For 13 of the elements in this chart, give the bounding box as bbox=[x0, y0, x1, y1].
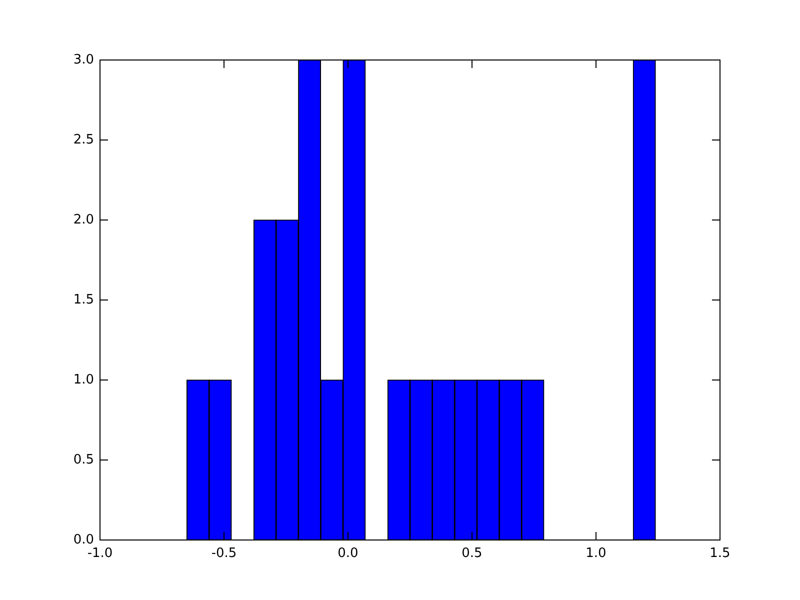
x-tick-label: 0.5 bbox=[462, 546, 482, 562]
y-tick-label: 2.5 bbox=[73, 132, 94, 148]
x-tick-label: 1.0 bbox=[586, 546, 606, 562]
x-tick-label: 0.0 bbox=[338, 546, 358, 562]
x-tick-label: -1.0 bbox=[87, 546, 113, 562]
x-tick-label: 1.5 bbox=[710, 546, 730, 562]
y-tick-label: 0.5 bbox=[73, 452, 94, 468]
y-tick-label: 1.0 bbox=[73, 372, 94, 388]
y-tick-label: 3.0 bbox=[73, 52, 94, 68]
x-tick-label: -0.5 bbox=[211, 546, 237, 562]
y-tick-label: 2.0 bbox=[73, 212, 94, 228]
y-tick-label: 1.5 bbox=[73, 292, 94, 308]
y-tick-label: 0.0 bbox=[73, 532, 94, 548]
